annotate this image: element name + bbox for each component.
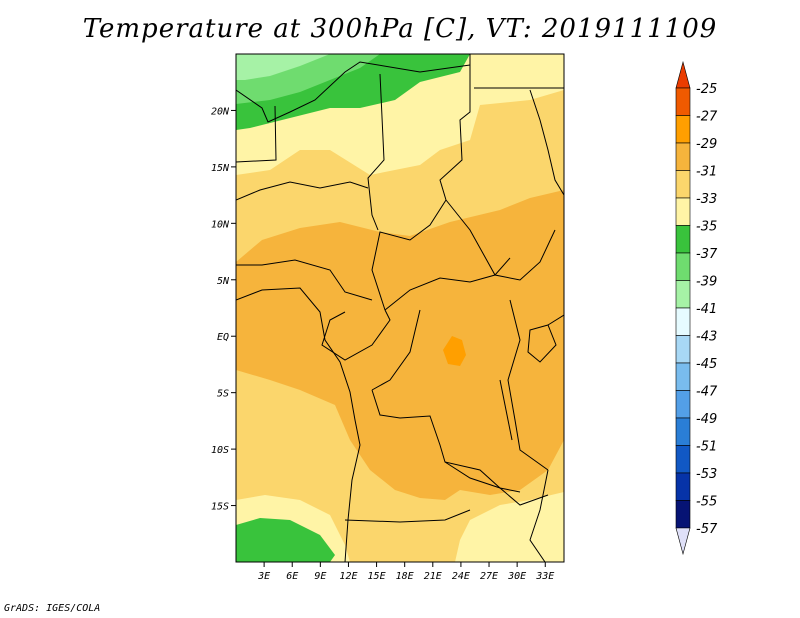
- lon-tick-label: 6E: [286, 571, 298, 582]
- colorbar-label: -29: [696, 137, 717, 152]
- latitude-axis: 20N 15N 10N 5N EQ 5S 10S 15S: [211, 106, 236, 513]
- lat-tick-label: 5S: [217, 389, 229, 400]
- colorbar-swatch: [675, 445, 691, 474]
- colorbar-label: -43: [696, 330, 717, 345]
- colorbar-label: -57: [696, 522, 718, 537]
- colorbar-swatch: [675, 500, 691, 529]
- grads-credit: GrADS: IGES/COLA: [4, 603, 101, 614]
- border-chad-sudan: [371, 199, 447, 311]
- colorbar-label: -33: [696, 192, 717, 207]
- lon-tick-label: 21E: [424, 571, 442, 582]
- colorbar-swatch: [675, 390, 691, 419]
- colorbar-label: -47: [696, 385, 718, 400]
- lat-tick-label: 15S: [211, 502, 229, 513]
- colorbar-label: -25: [696, 82, 717, 97]
- longitude-axis: 3E 6E 9E 12E 15E 18E 21E 24E 27E 30E 33E: [257, 562, 554, 582]
- temperature-field: [236, 54, 564, 562]
- border-drc-south: [371, 389, 521, 493]
- lon-tick-label: 27E: [480, 571, 498, 582]
- lat-tick-label: 15N: [211, 163, 230, 174]
- border-cameroon: [236, 259, 373, 301]
- colorbar-swatch: [675, 170, 691, 199]
- colorbar-swatch: [675, 307, 691, 336]
- colorbar-label: -51: [696, 440, 717, 455]
- border-coast-west: [236, 287, 361, 562]
- border-mali-niger: [236, 105, 277, 163]
- colorbar-label: -37: [696, 247, 718, 262]
- border-mozambique: [529, 469, 549, 562]
- lat-tick-label: 5N: [217, 276, 230, 287]
- colorbar: -25 -27 -29 -31 -33 -35 -37 -39 -41 -43 -45 -47 -49 -…: [675, 60, 718, 556]
- colorbar-label: -41: [696, 302, 717, 317]
- border-libya-egypt: [439, 54, 471, 201]
- colorbar-label: -49: [696, 412, 717, 427]
- border-gabon-congo: [321, 309, 391, 361]
- border-east-africa: [507, 299, 549, 471]
- colorbar-bottom-arrow: [675, 527, 691, 556]
- colorbar-swatch: [675, 280, 691, 309]
- lon-tick-label: 30E: [507, 571, 526, 582]
- colorbar-swatch: [675, 417, 691, 446]
- colorbar-swatch: [675, 115, 691, 144]
- lat-tick-label: 20N: [211, 106, 230, 117]
- colorbar-swatch: [675, 472, 691, 501]
- map-title: Temperature at 300hPa [C], VT: 201911110…: [82, 14, 718, 44]
- colorbar-label: -45: [696, 357, 717, 372]
- field-band-29-27-patch: [443, 336, 466, 366]
- colorbar-top-arrow: [675, 60, 691, 89]
- border-kenya-tanzania: [547, 314, 564, 326]
- colorbar-label: -39: [696, 275, 717, 290]
- field-band-41-39-north: [236, 54, 330, 80]
- lon-tick-label: 12E: [339, 571, 357, 582]
- border-red-sea: [529, 89, 564, 196]
- colorbar-swatch: [675, 87, 691, 116]
- map-frame: [235, 53, 565, 563]
- border-car: [384, 257, 511, 311]
- colorbar-swatch: [675, 197, 691, 226]
- lat-tick-label: 10S: [211, 445, 229, 456]
- colorbar-label: -55: [696, 495, 717, 510]
- border-lake-tanganyika: [499, 379, 513, 441]
- field-band-37-35-south: [236, 518, 335, 562]
- colorbar-swatch: [675, 252, 691, 281]
- colorbar-label: -31: [696, 165, 717, 180]
- border-niger-nigeria: [236, 181, 369, 201]
- field-band-31-29-central: [236, 190, 564, 500]
- lon-tick-label: 24E: [452, 571, 470, 582]
- lon-tick-label: 18E: [396, 571, 414, 582]
- colorbar-label: -53: [696, 467, 717, 482]
- colorbar-label: -27: [696, 110, 718, 125]
- border-niger-chad: [367, 73, 385, 231]
- border-lake-victoria: [527, 324, 557, 363]
- colorbar-swatch: [675, 142, 691, 171]
- country-borders: [236, 54, 564, 562]
- colorbar-swatch: [675, 225, 691, 254]
- border-drc-west: [371, 309, 421, 391]
- border-north-coast: [236, 61, 471, 123]
- lat-tick-label: 10N: [211, 219, 230, 230]
- border-sudan-south: [445, 199, 556, 281]
- border-angola-namibia: [344, 509, 471, 523]
- lat-tick-label: EQ: [217, 332, 229, 343]
- colorbar-label: -35: [696, 220, 717, 235]
- lon-tick-label: 33E: [535, 571, 554, 582]
- lon-tick-label: 3E: [257, 571, 270, 582]
- field-band-35-33-southeast: [455, 492, 564, 562]
- colorbar-swatch: [675, 335, 691, 364]
- lon-tick-label: 15E: [368, 571, 386, 582]
- border-zambia: [444, 461, 549, 506]
- lon-tick-label: 9E: [314, 571, 326, 582]
- colorbar-swatch: [675, 362, 691, 391]
